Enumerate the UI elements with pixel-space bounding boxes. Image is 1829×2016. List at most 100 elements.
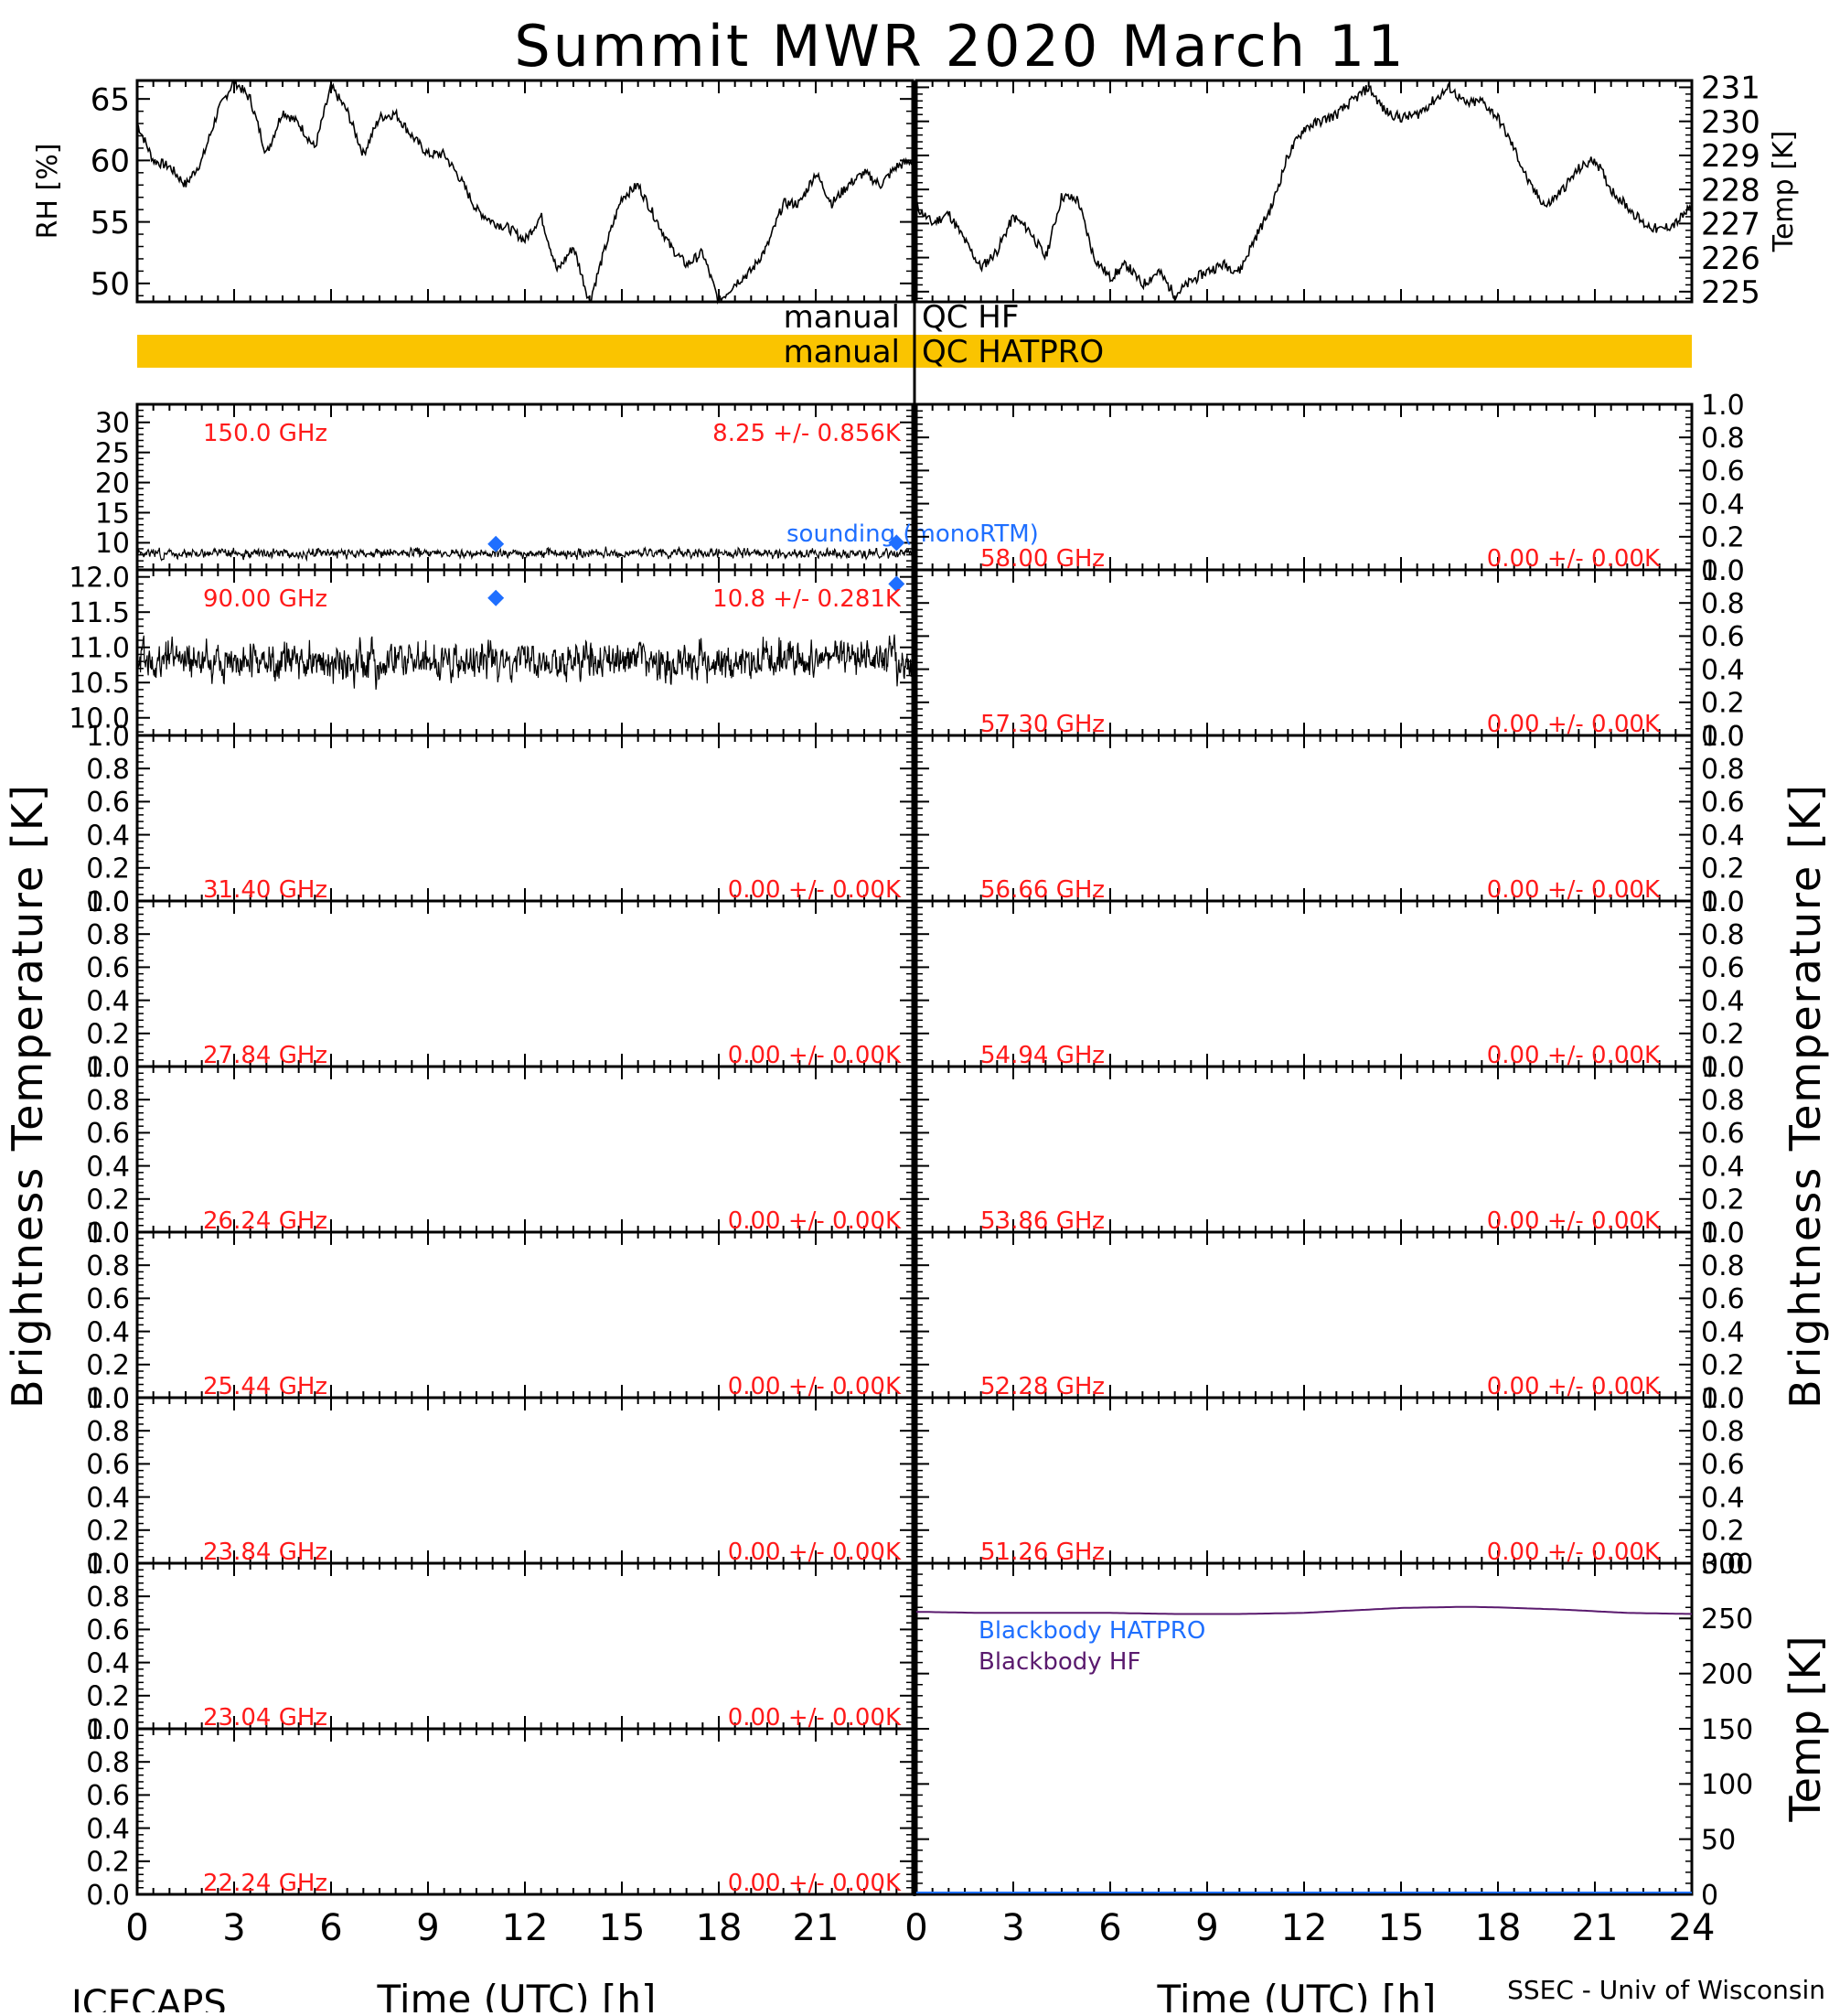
panel-tb5666: 0.00.20.40.60.81.056.66 GHz 0.00 +/- 0.00… xyxy=(914,721,1745,918)
y-tick-label: 150 xyxy=(1701,1714,1753,1746)
y-tick-label: 65 xyxy=(91,81,130,118)
blackbody-ylabel: Temp [K] xyxy=(1781,1635,1829,1822)
y-tick-label: 1.0 xyxy=(1701,555,1745,587)
y-tick-label: 50 xyxy=(91,266,130,303)
panel-tb5800: 0.00.20.40.60.81.058.00 GHz 0.00 +/- 0.00… xyxy=(914,390,1745,587)
y-tick-label: 10.5 xyxy=(69,668,130,700)
stat-label: 0.00 +/- 0.00K xyxy=(1487,711,1661,738)
y-tick-label: 1.0 xyxy=(1701,1383,1745,1415)
y-tick-label: 300 xyxy=(1701,1549,1753,1581)
y-tick-label: 0.2 xyxy=(1701,853,1745,885)
rh-line xyxy=(136,79,914,306)
y-tick-label: 0.6 xyxy=(86,1449,130,1481)
legend-blackbody-hatpro: Blackbody HATPRO xyxy=(979,1617,1205,1645)
stat-label: 0.00 +/- 0.00K xyxy=(1487,1539,1661,1566)
frequency-label: 57.30 GHz xyxy=(980,711,1105,738)
y-tick-label: 230 xyxy=(1701,104,1760,141)
y-tick-label: 0.6 xyxy=(1701,1283,1745,1315)
y-tick-label: 11.0 xyxy=(69,633,130,665)
tb150-series xyxy=(136,545,914,563)
y-tick-label: 0.0 xyxy=(1701,721,1745,753)
y-tick-label: 0.4 xyxy=(1701,820,1745,852)
x-tick-label: 3 xyxy=(1001,1907,1024,1949)
y-tick-label: 0.6 xyxy=(1701,456,1745,488)
stat-label: 0.00 +/- 0.00K xyxy=(1487,1207,1661,1235)
y-tick-label: 227 xyxy=(1701,207,1760,243)
x-axis-label-left: Time (UTC) [h] xyxy=(377,1977,657,2012)
x-tick-label: 6 xyxy=(1098,1907,1121,1949)
y-tick-label: 1.0 xyxy=(86,886,130,918)
y-tick-label: 0.8 xyxy=(1701,423,1745,455)
y-tick-label: 0.0 xyxy=(86,1714,130,1746)
x-tick-labels: 0 3 6 9 12 15 18 21 0 3 6 9 12 15 18 21 24 xyxy=(125,1907,1715,1949)
qc-hatpro-prefix: manual xyxy=(784,334,900,370)
frequency-label: 26.24 GHz xyxy=(203,1207,327,1235)
y-tick-label: 231 xyxy=(1701,70,1760,107)
x-axis-label-right: Time (UTC) [h] xyxy=(1157,1977,1437,2012)
y-tick-label: 0.0 xyxy=(1701,1549,1745,1581)
y-tick-label: 0.6 xyxy=(1701,787,1745,819)
y-tick-label: 0.6 xyxy=(86,1780,130,1812)
y-tick-label: 55 xyxy=(91,205,130,241)
y-tick-label: 0.2 xyxy=(86,1847,130,1879)
y-tick-label: 0.8 xyxy=(86,919,130,951)
frequency-label: 22.24 GHz xyxy=(203,1870,327,1897)
y-tick-label: 1.0 xyxy=(86,721,130,753)
y-tick-label: 0.8 xyxy=(86,1747,130,1779)
y-tick-label: 10.0 xyxy=(69,703,130,735)
x-tick-label: 21 xyxy=(793,1907,840,1949)
y-tick-label: 0.6 xyxy=(86,787,130,819)
y-tick-label: 0.8 xyxy=(86,754,130,786)
panel-tb5494: 0.00.20.40.60.81.054.94 GHz 0.00 +/- 0.00… xyxy=(914,886,1745,1084)
y-tick-label: 0.4 xyxy=(86,820,130,852)
y-tick-label: 1.0 xyxy=(86,1549,130,1581)
panel-tb3140: 0.00.20.40.60.81.031.40 GHz 0.00 +/- 0.00… xyxy=(86,721,914,918)
frequency-label: 58.00 GHz xyxy=(980,545,1105,573)
footer-ssec: SSEC - Univ of Wisconsin xyxy=(1507,1975,1825,2005)
y-tick-label: 0.8 xyxy=(1701,919,1745,951)
y-tick-label: 60 xyxy=(91,144,130,180)
panel-tb2624: 0.00.20.40.60.81.026.24 GHz 0.00 +/- 0.00… xyxy=(86,1052,914,1249)
tb90-series xyxy=(136,634,914,691)
y-tick-label: 0.2 xyxy=(86,1350,130,1382)
y-tick-label: 250 xyxy=(1701,1603,1753,1635)
x-tick-label: 15 xyxy=(599,1907,646,1949)
x-tick-label: 21 xyxy=(1572,1907,1619,1949)
y-tick-label: 0.4 xyxy=(1701,654,1745,686)
x-tick-label: 9 xyxy=(1195,1907,1218,1949)
y-tick-label: 0.2 xyxy=(1701,1185,1745,1217)
y-tick-label: 0.2 xyxy=(86,1516,130,1548)
right-ylabel: Brightness Temperature [K] xyxy=(1781,783,1829,1409)
sounding-marker xyxy=(888,575,905,593)
frequency-label: 27.84 GHz xyxy=(203,1042,327,1069)
y-tick-label: 0.2 xyxy=(1701,522,1745,554)
sounding-label: sounding (monoRTM) xyxy=(786,520,1039,548)
y-tick-label: 0.4 xyxy=(1701,985,1745,1017)
stat-label: 0.00 +/- 0.00K xyxy=(1487,1042,1661,1069)
x-tick-label: 9 xyxy=(416,1907,439,1949)
y-tick-label: 0 xyxy=(1701,1880,1718,1912)
sounding-marker xyxy=(487,589,505,606)
y-tick-label: 0.8 xyxy=(86,1085,130,1117)
panel-tb2304: 0.00.20.40.60.81.023.04 GHz 0.00 +/- 0.00… xyxy=(86,1549,914,1746)
y-tick-label: 0.0 xyxy=(1701,1217,1745,1249)
y-tick-label: 200 xyxy=(1701,1658,1753,1690)
stat-label: 0.00 +/- 0.00K xyxy=(1487,876,1661,904)
y-tick-label: 50 xyxy=(1701,1824,1736,1856)
y-tick-label: 0.2 xyxy=(1701,1019,1745,1051)
y-tick-label: 228 xyxy=(1701,172,1760,209)
y-tick-label: 0.6 xyxy=(86,1118,130,1150)
stat-label: 10.8 +/- 0.281K xyxy=(712,585,902,613)
stat-label: 0.00 +/- 0.00K xyxy=(728,876,902,904)
y-tick-label: 0.0 xyxy=(1701,1052,1745,1084)
frequency-label: 25.44 GHz xyxy=(203,1373,327,1400)
y-tick-label: 0.0 xyxy=(86,886,130,918)
frequency-label: 90.00 GHz xyxy=(203,585,327,613)
y-tick-label: 1.0 xyxy=(1701,721,1745,753)
legend-blackbody-hf: Blackbody HF xyxy=(979,1648,1140,1676)
stat-label: 0.00 +/- 0.00K xyxy=(1487,1373,1661,1400)
